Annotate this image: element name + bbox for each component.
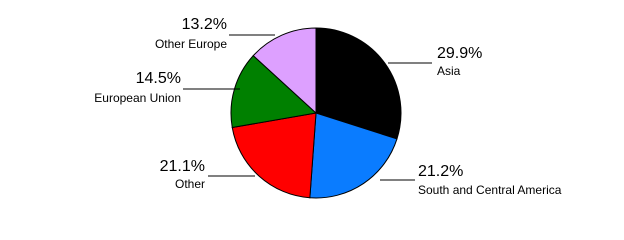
slice-name-label: South and Central America: [418, 183, 562, 197]
pie-slice: [231, 112, 317, 199]
chart: 29.9% Asia 21.2% South and Central America 2…: [94, 16, 562, 199]
slice-value-label: 13.2%: [182, 16, 227, 33]
pie-slice: [252, 27, 317, 115]
slice-value-label: 21.1%: [160, 158, 205, 175]
slice-value-label: 29.9%: [437, 45, 482, 62]
slice-name-label: Other: [175, 177, 205, 191]
slice-name-label: European Union: [94, 91, 181, 105]
slice-name-label: Asia: [437, 64, 461, 78]
pie-slice: [315, 27, 402, 140]
pie-slice: [309, 112, 398, 199]
slice-value-label: 21.2%: [418, 163, 463, 180]
slice-name-label: Other Europe: [155, 37, 227, 51]
slice-value-label: 14.5%: [136, 70, 181, 87]
